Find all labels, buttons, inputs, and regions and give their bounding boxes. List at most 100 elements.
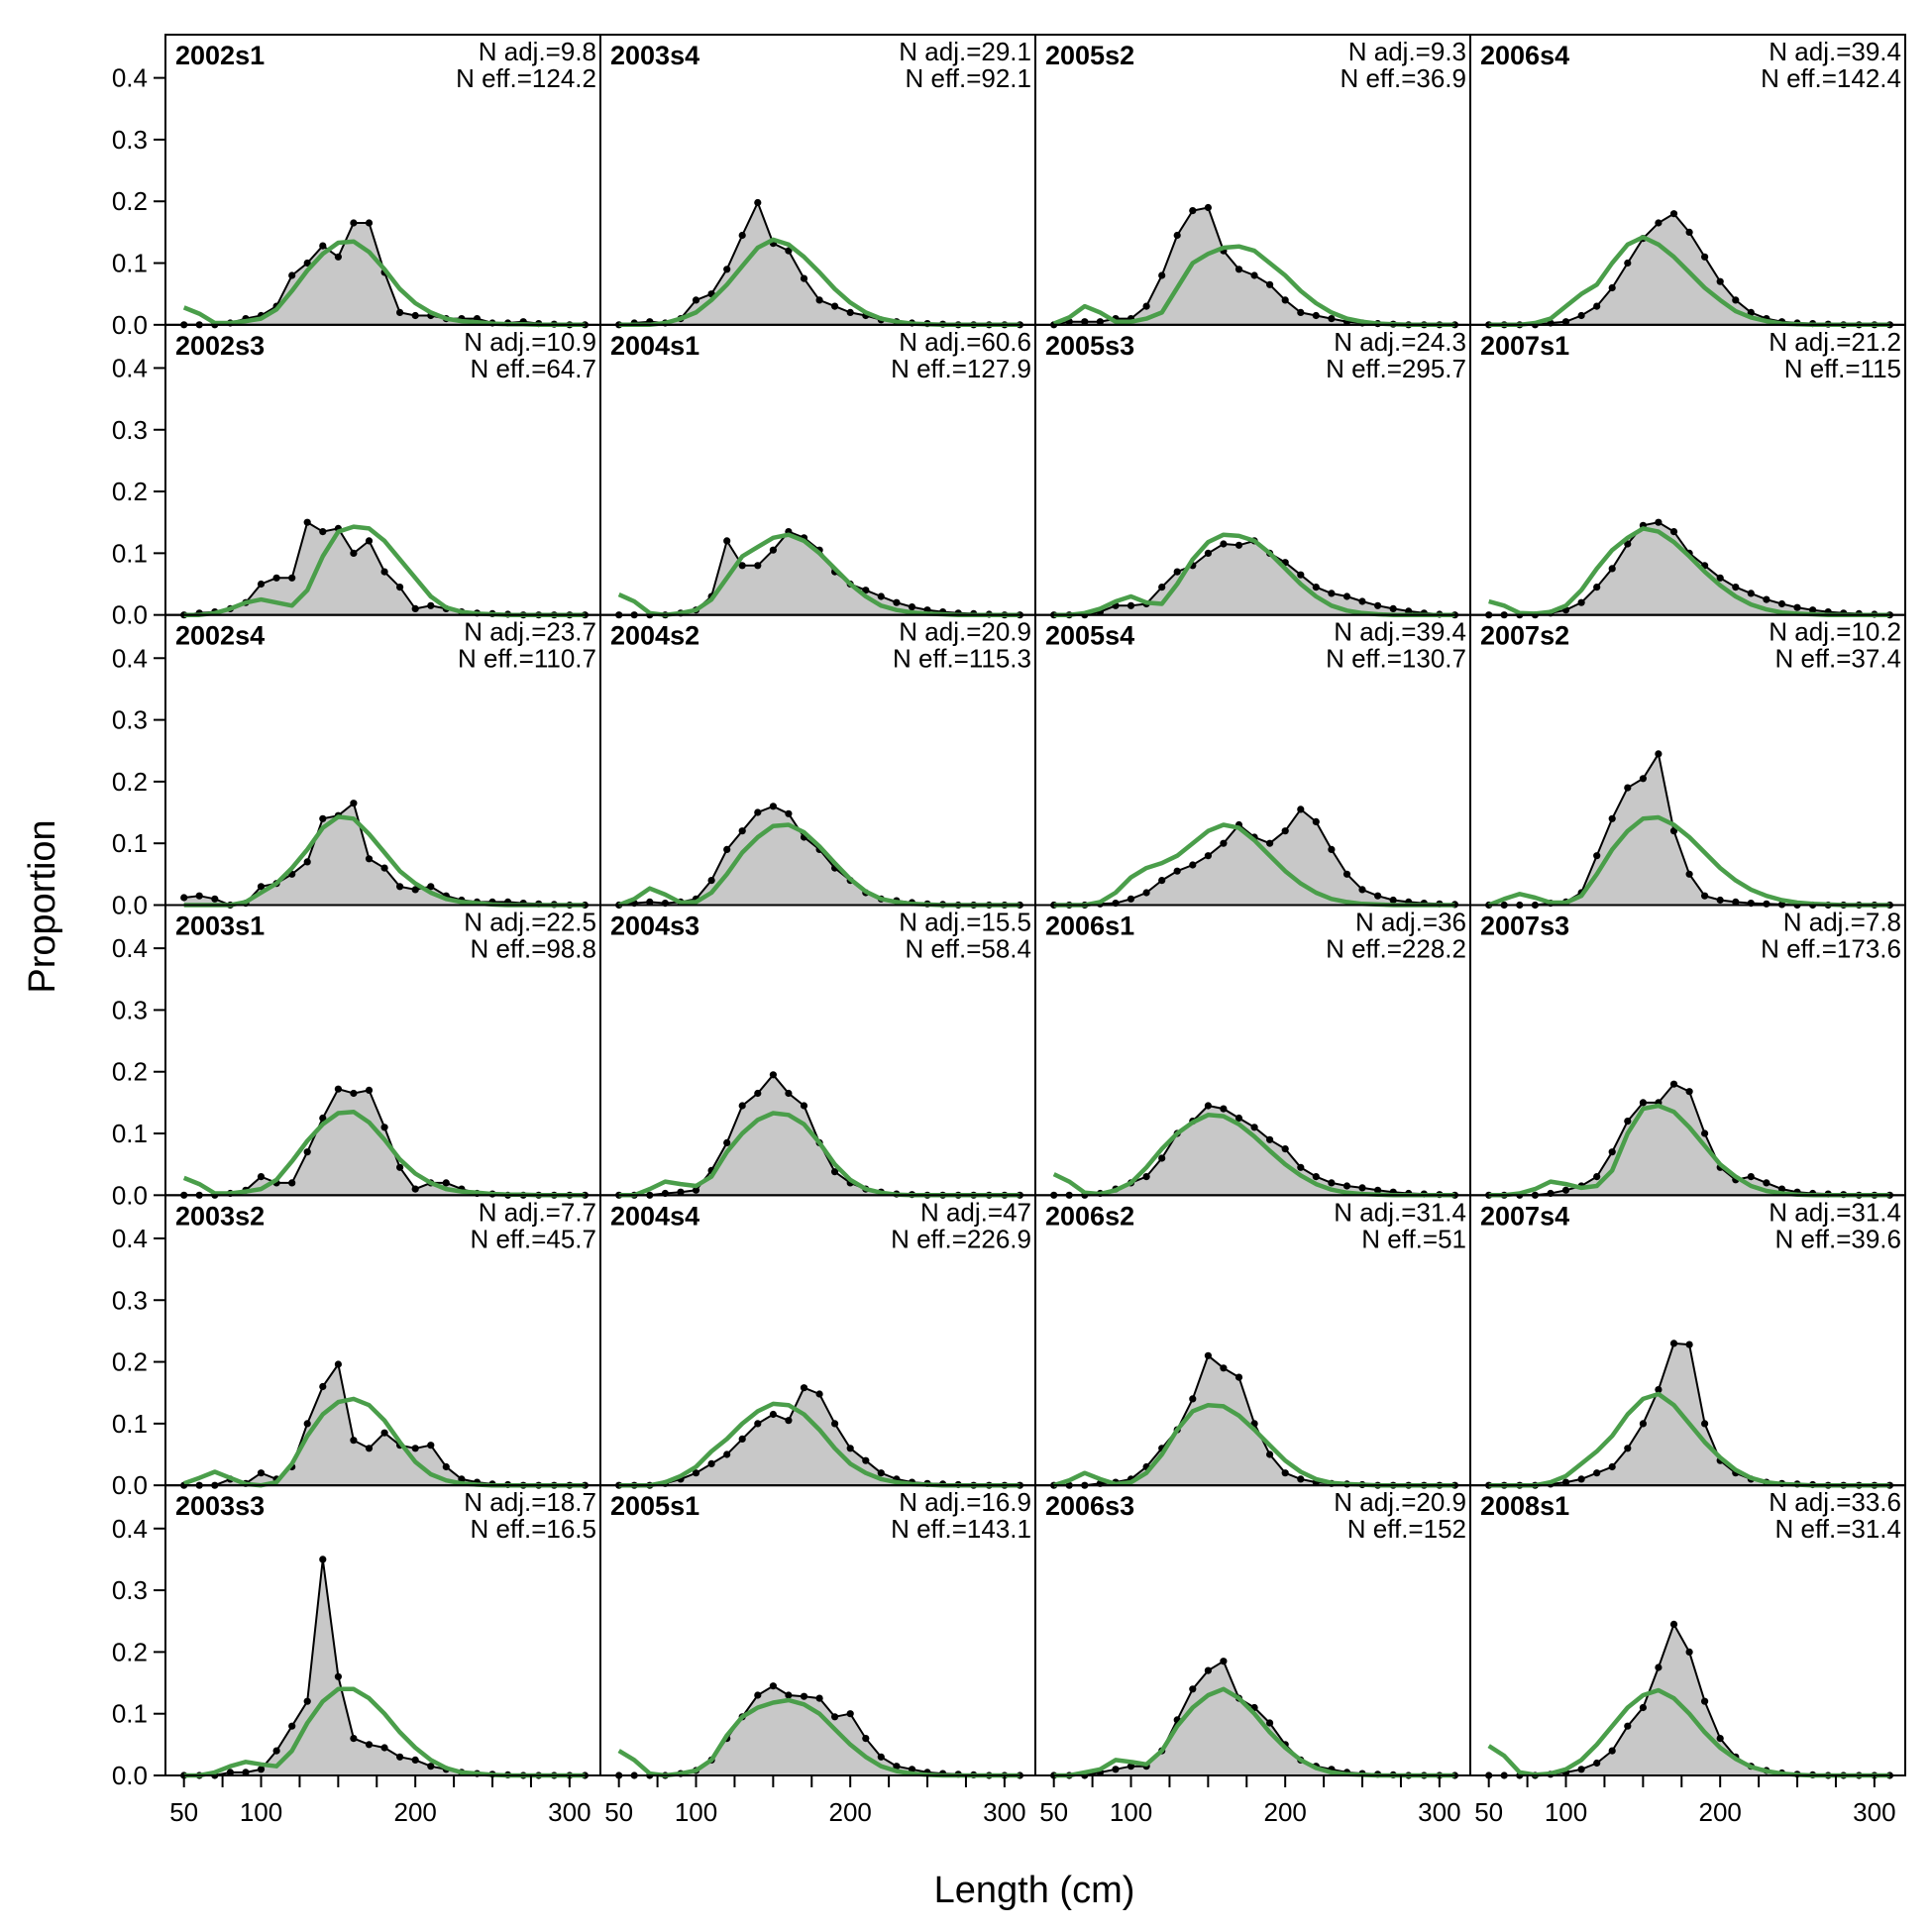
panel-2003s1: 2003s1 N adj.=22.5N eff.=98.8 bbox=[164, 904, 601, 1199]
observed-point bbox=[1747, 308, 1755, 316]
y-tick-label: 0.4 bbox=[112, 1514, 148, 1544]
observed-point bbox=[1127, 895, 1135, 903]
observed-area bbox=[1053, 1355, 1455, 1486]
observed-point bbox=[1189, 207, 1197, 215]
observed-point bbox=[411, 311, 419, 320]
observed-point bbox=[1624, 540, 1632, 548]
observed-point bbox=[257, 1173, 266, 1181]
y-tick-label: 0.4 bbox=[112, 353, 148, 382]
observed-point bbox=[1701, 1420, 1709, 1428]
panel-label: 2005s3 bbox=[1045, 331, 1134, 361]
observed-point bbox=[1127, 1763, 1135, 1771]
y-tick-label: 0.1 bbox=[112, 538, 148, 568]
x-tick-label: 200 bbox=[828, 1797, 871, 1827]
observed-point bbox=[427, 883, 435, 891]
y-tick-label: 0.1 bbox=[112, 1119, 148, 1148]
x-tick-label: 50 bbox=[1474, 1797, 1503, 1827]
observed-point bbox=[1608, 565, 1616, 573]
observed-point bbox=[738, 562, 746, 570]
observed-point bbox=[1220, 839, 1228, 847]
observed-point bbox=[1763, 900, 1771, 908]
observed-point bbox=[800, 274, 808, 282]
observed-area bbox=[1488, 522, 1890, 615]
observed-point bbox=[1747, 590, 1755, 597]
observed-point bbox=[303, 259, 311, 268]
observed-point bbox=[1593, 302, 1601, 310]
observed-point bbox=[303, 1420, 311, 1428]
observed-point bbox=[1312, 311, 1320, 320]
observed-line bbox=[183, 1558, 586, 1776]
n-eff-label: N eff.=31.4 bbox=[1775, 1514, 1901, 1544]
panel-2006s4: 2006s4 N adj.=39.4N eff.=142.4 bbox=[1469, 34, 1906, 329]
panel-label: 2004s2 bbox=[610, 621, 699, 651]
observed-point bbox=[1593, 584, 1601, 591]
observed-point bbox=[769, 1071, 778, 1079]
observed-point bbox=[1593, 1759, 1601, 1768]
panel-grid: 2002s1 N adj.=9.8N eff.=124.2 2002s3 N adj.… bbox=[164, 34, 1906, 1779]
x-tick-label: 100 bbox=[675, 1797, 717, 1827]
n-eff-label: N eff.=130.7 bbox=[1326, 644, 1466, 674]
y-tick-label: 0.2 bbox=[112, 1637, 148, 1666]
observed-point bbox=[427, 1763, 435, 1771]
observed-point bbox=[242, 1769, 250, 1776]
observed-point bbox=[723, 1450, 731, 1458]
observed-point bbox=[380, 1124, 388, 1131]
y-tick-label: 0.4 bbox=[112, 63, 148, 93]
observed-point bbox=[723, 1138, 731, 1146]
observed-point bbox=[226, 1769, 234, 1776]
observed-point bbox=[257, 883, 266, 891]
observed-point bbox=[769, 1410, 778, 1419]
observed-area bbox=[618, 202, 1020, 325]
observed-point bbox=[411, 604, 419, 613]
observed-point bbox=[350, 549, 358, 558]
n-eff-label: N eff.=127.9 bbox=[891, 354, 1031, 383]
n-eff-label: N eff.=295.7 bbox=[1326, 354, 1466, 383]
observed-area bbox=[1053, 1106, 1455, 1196]
observed-point bbox=[754, 198, 762, 207]
observed-point bbox=[1577, 598, 1585, 606]
observed-point bbox=[303, 1697, 311, 1705]
y-tick-label: 0.3 bbox=[112, 415, 148, 445]
panel-label: 2002s1 bbox=[175, 41, 265, 70]
observed-area bbox=[618, 1685, 1020, 1775]
y-tick-label: 0.3 bbox=[112, 1285, 148, 1315]
observed-point bbox=[1685, 1341, 1693, 1348]
panel-label: 2006s4 bbox=[1480, 41, 1569, 70]
observed-point bbox=[1142, 302, 1150, 310]
observed-point bbox=[1624, 784, 1632, 792]
observed-point bbox=[769, 1682, 778, 1690]
observed-point bbox=[1669, 528, 1678, 536]
n-adj-label: N adj.=15.5 bbox=[899, 908, 1031, 937]
observed-area bbox=[618, 805, 1020, 906]
observed-point bbox=[1669, 1340, 1678, 1347]
observed-point bbox=[1312, 817, 1320, 826]
observed-point bbox=[1624, 1445, 1632, 1452]
y-axis-title: Proportion bbox=[22, 819, 63, 993]
observed-point bbox=[319, 1382, 327, 1391]
panel-2006s3: 2006s3 N adj.=20.9N eff.=152 bbox=[1034, 1484, 1471, 1779]
x-tick-label: 200 bbox=[1698, 1797, 1741, 1827]
observed-point bbox=[350, 219, 358, 227]
observed-point bbox=[1142, 1173, 1150, 1181]
observed-point bbox=[692, 1469, 700, 1477]
observed-point bbox=[1204, 549, 1212, 558]
n-eff-label: N eff.=37.4 bbox=[1775, 644, 1901, 674]
n-adj-label: N adj.=39.4 bbox=[1334, 617, 1466, 647]
observed-point bbox=[334, 1085, 342, 1093]
y-tick-label: 0.3 bbox=[112, 125, 148, 155]
observed-point bbox=[1297, 1475, 1305, 1483]
n-adj-label: N adj.=16.9 bbox=[899, 1487, 1031, 1517]
observed-point bbox=[831, 1168, 839, 1176]
observed-point bbox=[288, 1179, 296, 1187]
observed-point bbox=[1655, 750, 1663, 758]
observed-point bbox=[1204, 1102, 1212, 1110]
observed-point bbox=[1389, 604, 1397, 613]
observed-point bbox=[350, 1735, 358, 1743]
observed-point bbox=[380, 1744, 388, 1752]
observed-point bbox=[1204, 852, 1212, 860]
x-tick-label: 50 bbox=[1039, 1797, 1068, 1827]
observed-point bbox=[1608, 1462, 1616, 1471]
observed-point bbox=[442, 1462, 450, 1471]
panel-2007s2: 2007s2 N adj.=10.2N eff.=37.4 bbox=[1469, 613, 1906, 910]
observed-point bbox=[846, 1445, 854, 1452]
